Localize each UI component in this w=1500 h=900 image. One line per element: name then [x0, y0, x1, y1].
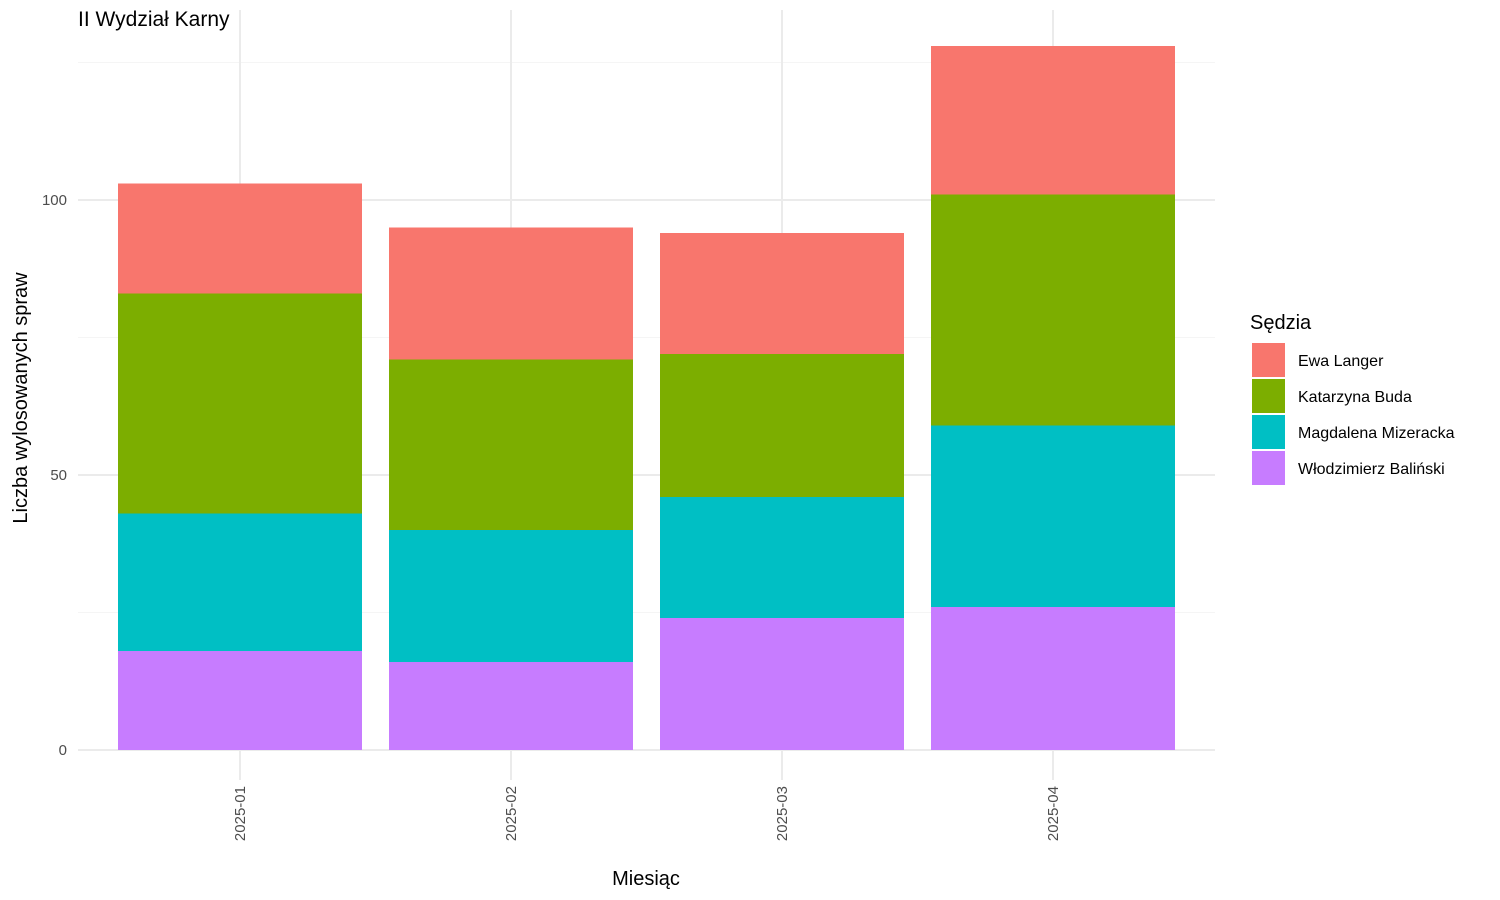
x-axis-ticks: 2025-01 2025-02 2025-03 2025-04	[232, 772, 1062, 841]
bar-segment	[389, 662, 633, 750]
x-tick-label: 2025-04	[1045, 786, 1062, 841]
x-axis-title: Miesiąc	[612, 868, 680, 890]
bar-segment	[931, 425, 1175, 607]
legend-swatch	[1252, 343, 1285, 377]
bar-segment	[660, 618, 904, 750]
bar-segment	[118, 183, 362, 294]
y-tick-label: 100	[42, 192, 67, 209]
legend-swatch	[1252, 415, 1285, 449]
x-tick-label: 2025-02	[503, 786, 520, 841]
legend-label: Włodzimierz Baliński	[1298, 461, 1445, 478]
y-tick-label: 0	[59, 742, 67, 759]
legend-title: Sędzia	[1250, 312, 1312, 334]
legend-label: Magdalena Mizeracka	[1298, 425, 1455, 442]
bar-segment	[389, 359, 633, 530]
x-tick-label: 2025-01	[232, 786, 249, 841]
legend: Sędzia Ewa Langer Katarzyna Buda Magdalena…	[1250, 312, 1455, 485]
bar-segment	[660, 233, 904, 354]
bar-segment	[931, 607, 1175, 750]
chart-title: II Wydział Karny	[78, 8, 230, 31]
bar-segment	[389, 530, 633, 662]
bar-segment	[660, 497, 904, 618]
y-tick-label: 50	[50, 467, 67, 484]
x-tick-label: 2025-03	[774, 786, 791, 841]
bar-segment	[931, 194, 1175, 426]
legend-label: Katarzyna Buda	[1298, 389, 1412, 406]
y-axis-ticks: 0 50 100	[42, 192, 67, 759]
bar-segment	[118, 651, 362, 750]
y-axis-title: Liczba wylosowanych spraw	[10, 272, 32, 524]
legend-swatch	[1252, 379, 1285, 413]
bar-segment	[118, 293, 362, 514]
bar-segment	[660, 354, 904, 497]
legend-label: Ewa Langer	[1298, 353, 1384, 370]
bar-segment	[389, 227, 633, 360]
legend-swatch	[1252, 451, 1285, 485]
bar-segment	[931, 46, 1175, 195]
bars	[118, 46, 1175, 750]
bar-segment	[118, 513, 362, 651]
